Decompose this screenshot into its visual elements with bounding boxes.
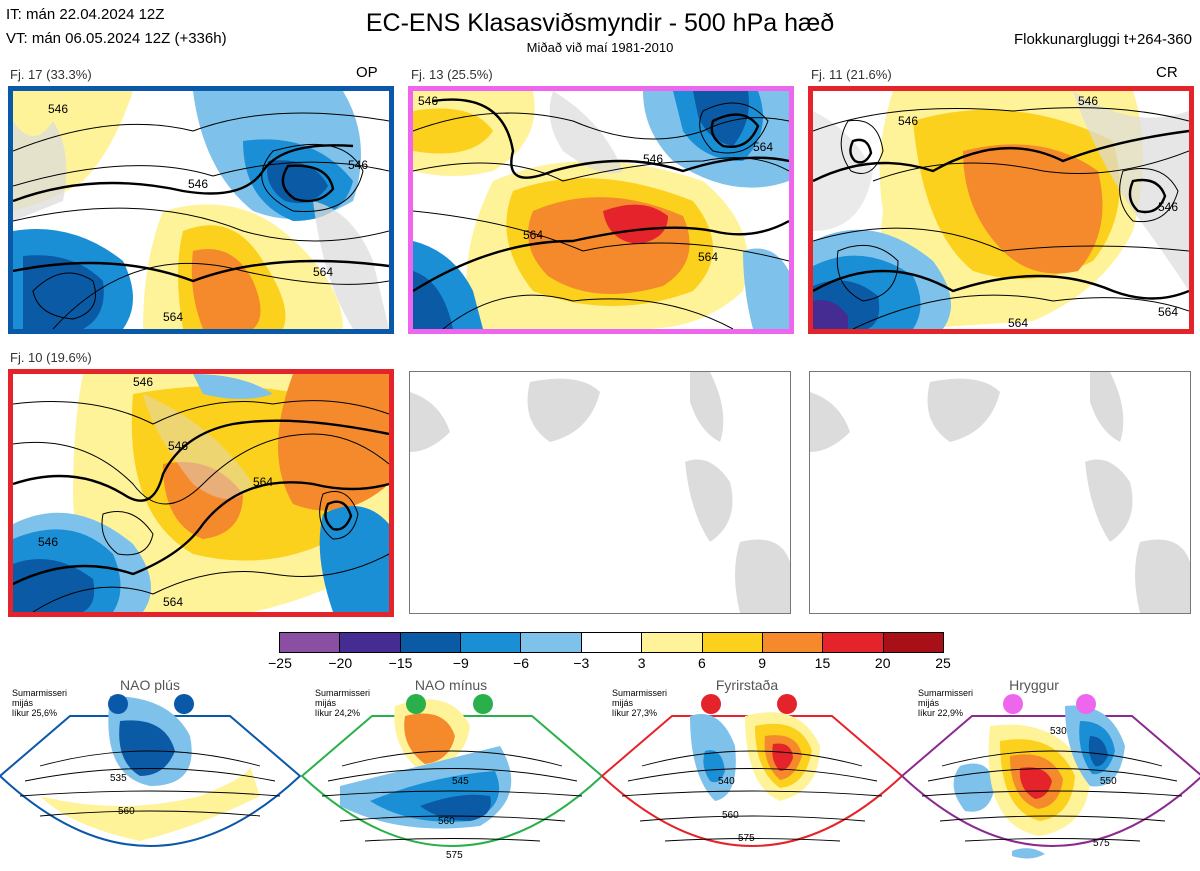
contour-label: 564 (253, 475, 273, 489)
cluster-map-1: 546 546 564 564 546 (8, 86, 394, 334)
contour-label: 564 (163, 310, 183, 324)
colorbar-segment (642, 633, 703, 652)
contour-label: 564 (163, 595, 183, 609)
contour-label: 564 (698, 250, 718, 264)
colorbar-segment (581, 633, 643, 652)
colorbar-tick-label: −3 (573, 655, 590, 671)
colorbar-segment (340, 633, 401, 652)
colorbar-segment (400, 633, 462, 652)
regime-info-2: Sumarmisseri mijás líkur 24,2% (315, 688, 371, 718)
contour-label: 564 (1158, 305, 1178, 319)
regime-dot (406, 694, 426, 714)
regime-contour-label: 545 (452, 776, 469, 787)
regime-contour-label: 550 (1100, 776, 1117, 787)
panel-1-label: Fj. 17 (33.3%) (10, 67, 92, 82)
valid-time: VT: mán 06.05.2024 12Z (+336h) (6, 30, 227, 47)
regime-dot (777, 694, 797, 714)
colorbar-tick-label: 15 (814, 655, 831, 671)
regime-contour-label: 575 (1093, 838, 1110, 849)
colorbar-segment (461, 633, 522, 652)
regime-info-1: Sumarmisseri mijás líkur 25,6% (12, 688, 68, 718)
regime-name-3: Fyrirstaða (715, 677, 779, 693)
regime-name-1: NAO plús (120, 677, 180, 693)
colorbar-segment (762, 633, 824, 652)
contour-label: 546 (1078, 94, 1098, 108)
contour-label: 564 (313, 265, 333, 279)
regime-contour-label: 575 (738, 833, 755, 844)
regime-contour-label: 560 (722, 810, 739, 821)
regime-fan-1: 535 560 (0, 694, 302, 847)
regime-fan-3: 540 560 575 (600, 694, 904, 847)
colorbar-tick-label: −15 (388, 655, 413, 671)
cluster-map-3: 546 546 564 564 546 (808, 86, 1194, 334)
contour-label: 546 (38, 535, 58, 549)
regime-info-4: Sumarmisseri mijás líkur 22,9% (918, 688, 974, 718)
colorbar-segment (280, 633, 341, 652)
cluster-map-2: 546 564 546 564 564 (408, 86, 794, 334)
initial-time: IT: mán 22.04.2024 12Z (6, 6, 165, 23)
contour-label: 546 (48, 102, 68, 116)
colorbar-tick-label: 25 (935, 655, 951, 671)
regime-contour-label: 560 (118, 806, 135, 817)
regime-fan-4: 530 550 575 (900, 694, 1200, 859)
regime-contour-label: 535 (110, 773, 127, 784)
contour-label: 546 (348, 158, 368, 172)
regime-dot (473, 694, 493, 714)
colorbar-tick-label: −9 (452, 655, 469, 671)
regime-info-3: Sumarmisseri mijás líkur 27,3% (612, 688, 668, 718)
regime-dot (1076, 694, 1096, 714)
contour-label: 546 (418, 94, 438, 108)
contour-label: 546 (1158, 200, 1178, 214)
contour-label: 564 (523, 228, 543, 242)
page-title: EC-ENS Klasasviðsmyndir - 500 hPa hæð (365, 9, 835, 37)
regime-dot (174, 694, 194, 714)
regime-name-4: Hryggur (1009, 677, 1059, 693)
regime-dot (108, 694, 128, 714)
contour-label: 546 (168, 439, 188, 453)
classification-window: Flokkunargluggi t+264-360 (1013, 31, 1192, 48)
regime-name-2: NAO mínus (414, 677, 488, 693)
regime-contour-label: 530 (1050, 726, 1067, 737)
colorbar-tick-label: −6 (513, 655, 530, 671)
colorbar-tick-label: 6 (698, 655, 706, 671)
regime-dot (1003, 694, 1023, 714)
contour-label: 546 (898, 114, 918, 128)
colorbar-segment (521, 633, 582, 652)
contour-label: 564 (753, 140, 773, 154)
page-subtitle: Miðað við maí 1981-2010 (526, 40, 674, 55)
colorbar-tick-label: −20 (328, 655, 353, 671)
panel-2-label: Fj. 13 (25.5%) (411, 67, 493, 82)
colorbar-segment (883, 633, 943, 652)
cluster-map-4: 546 546 564 546 564 (8, 369, 394, 617)
colorbar (279, 632, 944, 653)
panel-4-label: Fj. 10 (19.6%) (10, 350, 92, 365)
colorbar-tick-label: 9 (758, 655, 767, 671)
regime-fans: 535 560 545 560 575 540 5 (0, 694, 1200, 861)
empty-map-5 (409, 371, 791, 614)
contour-label: 546 (643, 152, 663, 166)
colorbar-tick-label: 20 (874, 655, 891, 671)
regime-contour-label: 540 (718, 776, 735, 787)
colorbar-tick-label: −25 (268, 655, 292, 671)
regime-contour-label: 560 (438, 816, 455, 827)
panel-3-label: Fj. 11 (21.6%) (811, 67, 892, 82)
colorbar-tick-label: 3 (637, 655, 646, 671)
regime-contour-label: 575 (446, 850, 463, 861)
regime-dot (701, 694, 721, 714)
regime-fan-2: 545 560 575 (300, 694, 604, 861)
contour-label: 546 (133, 375, 153, 389)
colorbar-segment (702, 633, 763, 652)
empty-map-6 (809, 371, 1191, 614)
contour-label: 546 (188, 177, 208, 191)
panel-1-tag: OP (356, 64, 378, 81)
panel-3-tag: CR (1156, 64, 1178, 81)
colorbar-segment (823, 633, 884, 652)
contour-label: 564 (1008, 316, 1028, 329)
